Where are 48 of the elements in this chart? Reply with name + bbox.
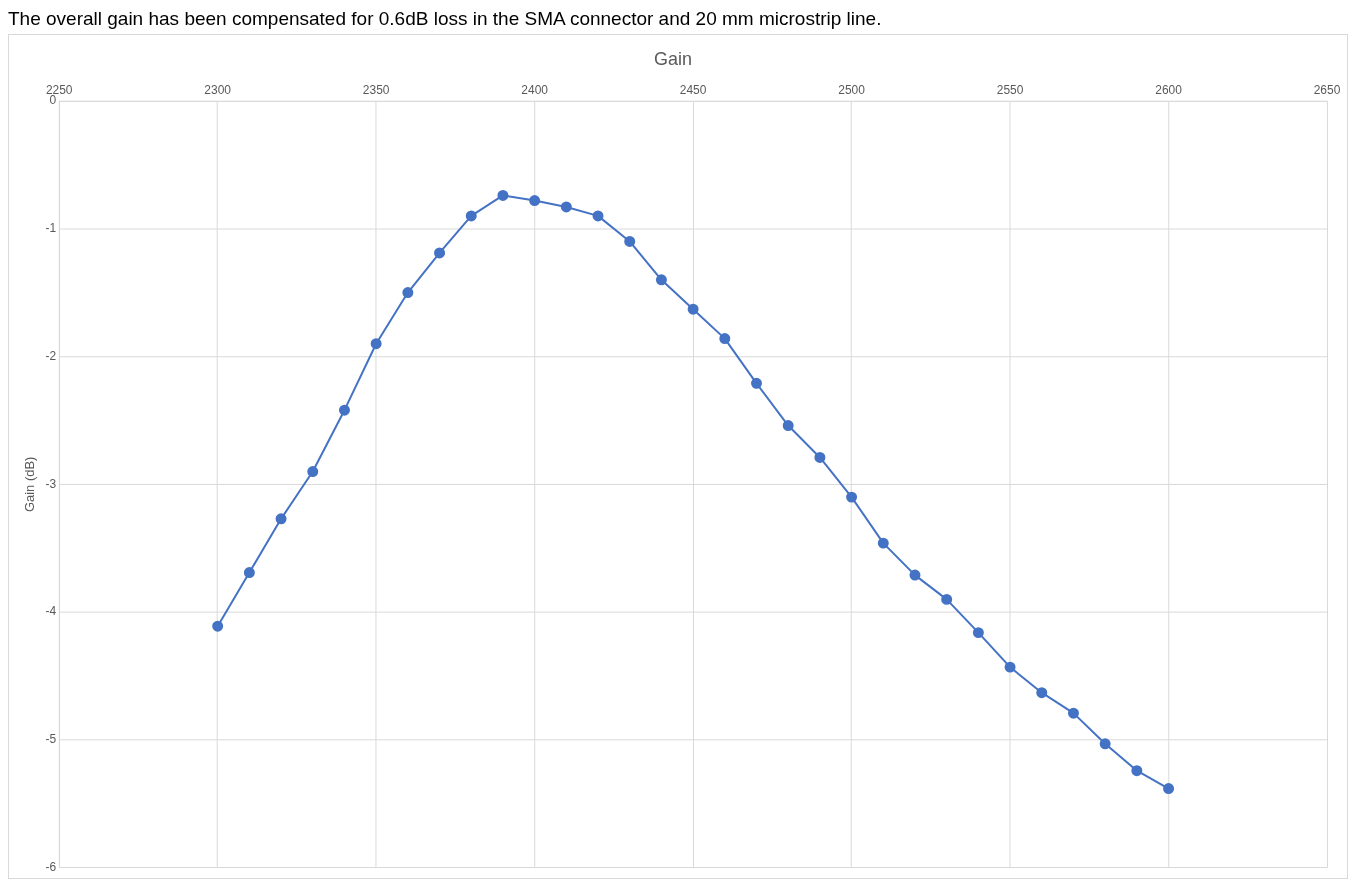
- point: [307, 466, 319, 478]
- x-tick-label: 2650: [1313, 82, 1341, 97]
- point: [782, 420, 794, 432]
- y-tick-label: -2: [45, 348, 57, 363]
- point: [909, 569, 921, 581]
- x-tick-label: 2450: [679, 82, 707, 97]
- point: [497, 189, 509, 201]
- x-tick-label: 2500: [838, 82, 866, 97]
- point: [1004, 661, 1016, 673]
- point: [719, 333, 731, 345]
- x-tick-label: 2350: [362, 82, 390, 97]
- x-tick-label: 2400: [521, 82, 549, 97]
- y-tick-label: -3: [45, 476, 57, 491]
- point: [592, 210, 604, 222]
- point: [529, 195, 541, 207]
- point: [370, 338, 382, 350]
- x-tick-label: 2600: [1155, 82, 1183, 97]
- point: [1036, 687, 1048, 699]
- point: [1163, 783, 1175, 795]
- point: [814, 452, 826, 463]
- y-tick-label: -5: [45, 732, 57, 747]
- point: [243, 567, 255, 579]
- point: [465, 210, 477, 222]
- point: [1067, 707, 1079, 719]
- point: [846, 491, 858, 503]
- point: [751, 377, 762, 389]
- point: [212, 620, 224, 632]
- point: [275, 513, 287, 525]
- point: [972, 627, 984, 639]
- point: [655, 274, 667, 286]
- y-axis-title: Gain (dB): [22, 456, 38, 513]
- point: [624, 235, 636, 247]
- x-tick-label: 2550: [996, 82, 1024, 97]
- point: [402, 287, 414, 299]
- y-tick-label: -6: [45, 860, 57, 875]
- point: [434, 247, 446, 259]
- point: [877, 537, 889, 549]
- y-tick-label: -4: [45, 604, 57, 619]
- point: [687, 303, 699, 315]
- text: The overall gain has been compensated for 0.6dB loss in the SMA connector and 20 mm microstrip line.: [8, 8, 883, 30]
- point: [1131, 765, 1143, 777]
- point: [941, 593, 953, 605]
- point: [338, 404, 350, 416]
- chart-title: Gain: [654, 48, 692, 69]
- point: [1099, 738, 1111, 750]
- y-tick-label: -1: [45, 220, 57, 235]
- x-tick-label: 2300: [204, 82, 232, 97]
- point: [560, 201, 572, 213]
